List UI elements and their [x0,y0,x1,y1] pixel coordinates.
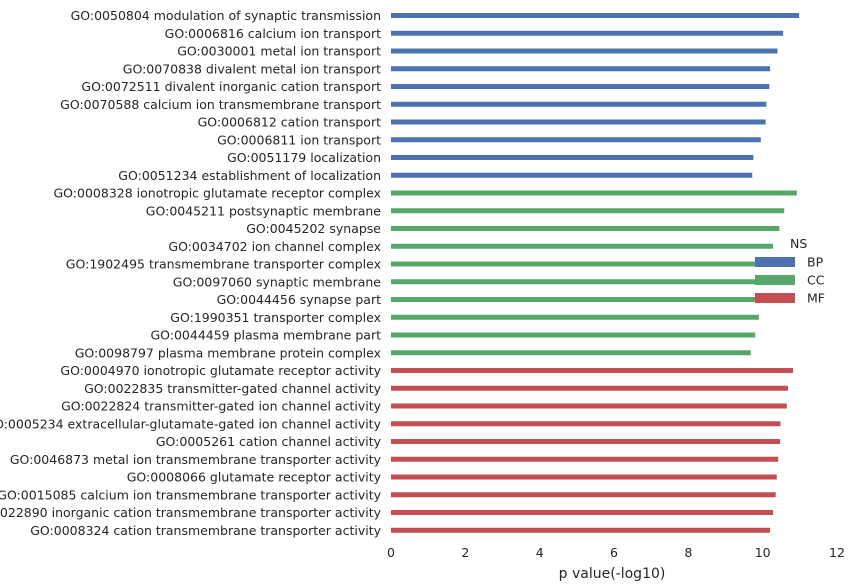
category-label: GO:0008328 ionotropic glutamate receptor… [54,186,382,201]
category-label: GO:0006812 cation transport [198,115,381,130]
category-label: GO:0022890 inorganic cation transmembran… [0,505,382,520]
category-labels: GO:0050804 modulation of synaptic transm… [0,8,382,538]
bar-mf-9 [391,527,771,533]
category-label: GO:0005234 extracellular-glutamate-gated… [0,416,382,431]
bar-bp-3 [391,66,771,72]
bar-mf-2 [391,403,787,409]
bar-cc-5 [391,279,762,285]
bar-mf-6 [391,474,777,480]
category-label: GO:0008066 glutamate receptor activity [127,470,382,485]
category-label: GO:0008324 cation transmembrane transpor… [30,523,381,538]
bar-cc-2 [391,226,780,231]
bar-bp-7 [391,137,761,143]
category-label: GO:0022835 transmitter-gated channel act… [84,381,381,396]
bar-bp-0 [391,13,800,18]
legend-title: NS [790,236,807,251]
bar-mf-0 [391,368,794,373]
category-label: GO:0004970 ionotropic glutamate receptor… [60,363,381,378]
category-label: GO:0044459 plasma membrane part [150,328,381,343]
bar-cc-7 [391,314,759,320]
category-label: GO:0097060 synaptic membrane [173,274,382,289]
x-axis-title: p value(-log10) [559,566,666,582]
category-label: GO:0005261 cation channel activity [156,434,382,449]
bars-layer [391,13,800,533]
x-tick-label: 12 [829,545,845,560]
legend-swatch-bp [755,257,795,267]
category-label: GO:0044456 synapse part [217,292,381,307]
bar-mf-3 [391,421,781,427]
x-tick-label: 4 [536,545,544,560]
category-label: GO:1902495 transmembrane transporter com… [66,257,381,272]
category-label: GO:0051234 establishment of localization [118,168,381,183]
category-label: GO:0051179 localization [227,150,381,165]
bar-bp-8 [391,155,754,160]
bar-mf-7 [391,492,776,498]
category-label: GO:0030001 metal ion transport [177,44,381,59]
x-axis: 0 2 4 6 8 10 12 [387,545,845,560]
bar-cc-9 [391,350,751,356]
category-label: GO:0015085 calcium ion transmembrane tra… [0,487,382,502]
category-label: GO:0070588 calcium ion transmembrane tra… [60,97,381,112]
legend-swatch-mf [755,293,795,303]
category-label: GO:0045202 synapse [246,221,381,236]
bar-mf-1 [391,385,788,391]
category-label: GO:0098797 plasma membrane protein compl… [75,345,381,360]
x-tick-label: 6 [610,545,618,560]
category-label: GO:0022824 transmitter-gated ion channel… [61,399,382,414]
bar-mf-5 [391,456,779,462]
category-label: GO:1990351 transporter complex [170,310,381,325]
bar-mf-8 [391,510,774,515]
bar-bp-9 [391,172,753,178]
x-tick-label: 10 [755,545,771,560]
category-label: GO:0050804 modulation of synaptic transm… [71,8,381,23]
bar-cc-6 [391,297,761,302]
x-tick-label: 8 [684,545,692,560]
bar-cc-8 [391,332,756,338]
legend-label-cc: CC [807,273,825,288]
bar-bp-4 [391,84,770,89]
bar-bp-1 [391,30,784,36]
bar-cc-3 [391,243,774,249]
category-label: GO:0045211 postsynaptic membrane [146,203,382,218]
category-label: GO:0072511 divalent inorganic cation tra… [81,79,381,94]
category-label: GO:0070838 divalent metal ion transport [123,61,381,76]
bar-bp-5 [391,101,767,107]
bar-cc-4 [391,261,765,267]
bar-mf-4 [391,439,781,444]
legend-label-mf: MF [807,291,825,306]
category-label: GO:0006811 ion transport [217,132,381,147]
x-tick-label: 0 [387,545,395,560]
category-label: GO:0006816 calcium ion transport [165,26,381,41]
bar-cc-1 [391,208,785,214]
bar-cc-0 [391,190,797,196]
category-label: GO:0046873 metal ion transmembrane trans… [10,452,382,467]
legend-label-bp: BP [807,255,824,270]
legend-swatch-cc [755,275,795,285]
bar-bp-2 [391,48,778,54]
x-tick-label: 2 [461,545,469,560]
category-label: GO:0034702 ion channel complex [168,239,381,254]
bar-bp-6 [391,119,766,125]
